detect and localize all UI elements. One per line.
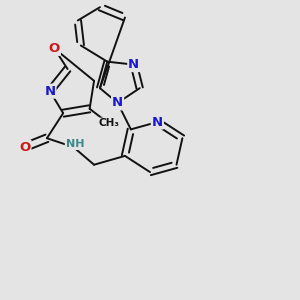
- Text: N: N: [44, 85, 56, 98]
- Text: N: N: [128, 58, 140, 71]
- Text: O: O: [49, 42, 60, 55]
- Text: N: N: [112, 96, 123, 110]
- Text: CH₃: CH₃: [98, 118, 119, 128]
- Text: O: O: [19, 141, 31, 154]
- Text: NH: NH: [66, 139, 84, 149]
- Text: N: N: [152, 116, 163, 128]
